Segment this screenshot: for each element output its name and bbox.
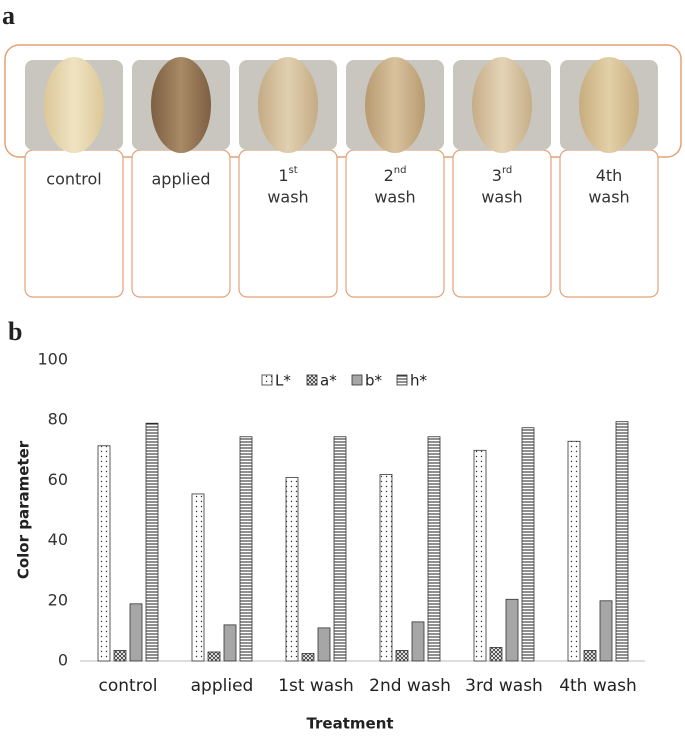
sample-label: 4th [596,166,623,185]
legend-swatch [351,374,363,386]
bar [411,621,425,662]
bar [97,445,111,662]
legend-swatch [396,374,408,386]
sample-label: 3rd [492,165,512,185]
chart: 0 20 40 60 80 100 Color parameter Treatment cont… [15,350,645,733]
sample-label: applied [151,170,210,189]
photo-frame [4,44,682,158]
x-tick-label: 3rd wash [465,676,543,696]
hair-photo [258,57,318,153]
sample-label: 2nd [384,165,407,185]
bar [489,647,503,662]
y-tick-label: 60 [48,470,68,489]
panel-label: b [8,317,22,346]
sample-number: 1 [278,166,288,185]
x-axis-title: Treatment [306,715,393,733]
y-axis-title: Color parameter [15,440,33,579]
bar [207,651,221,662]
hair-photo [365,57,425,153]
sample-word: wash [481,188,522,207]
bar [599,600,613,662]
bar [615,421,629,662]
bar [223,624,237,662]
sample-number: 4th [596,166,623,185]
x-tick-label: 2nd wash [369,676,451,696]
sample-cells: control applied 1st wash 2nd wash 3rd wash 4th wa… [24,57,659,298]
bar [239,436,253,662]
bar [113,650,127,662]
x-tick-label: 4th wash [559,676,637,696]
bar [285,476,299,662]
bar [395,650,409,662]
bar [473,449,487,662]
sample-label: 1st [278,165,297,185]
bar [521,427,535,662]
y-tick-label: 100 [37,350,68,369]
bar [427,436,441,662]
sample-number: 2 [384,166,394,185]
y-tick-label: 80 [48,410,68,429]
bar [333,436,347,662]
sample-word: wash [267,188,308,207]
hair-photo [472,57,532,153]
x-tick-label: applied [191,676,254,696]
legend-swatch [306,374,318,386]
sample-suffix: st [289,165,298,176]
hair-photo [579,57,639,153]
legend-label: b* [365,372,383,390]
legend-label: L* [275,372,291,390]
x-tick-label: control [99,676,158,696]
bar [583,650,597,662]
sample-number: 3 [492,166,502,185]
bar [301,653,315,662]
bar [317,627,331,662]
y-tick-label: 20 [48,590,68,609]
bar [505,598,519,662]
legend-label: a* [320,372,337,390]
panel-label: a [2,1,15,30]
sample-suffix: rd [502,165,512,176]
sample-word: wash [374,188,415,207]
x-tick-label: 1st wash [278,676,354,696]
legend-swatch [261,374,273,386]
bar [379,473,393,662]
legend-label: h* [410,372,428,390]
bar [129,603,143,662]
y-tick-label: 40 [48,530,68,549]
y-tick-label: 0 [58,651,68,670]
sample-suffix: nd [394,165,407,176]
bar [567,440,581,662]
bar [145,422,159,662]
sample-word: wash [588,188,629,207]
hair-photo [44,57,104,153]
sample-label: control [46,170,101,189]
bar [191,493,205,662]
hair-photo [151,57,211,153]
